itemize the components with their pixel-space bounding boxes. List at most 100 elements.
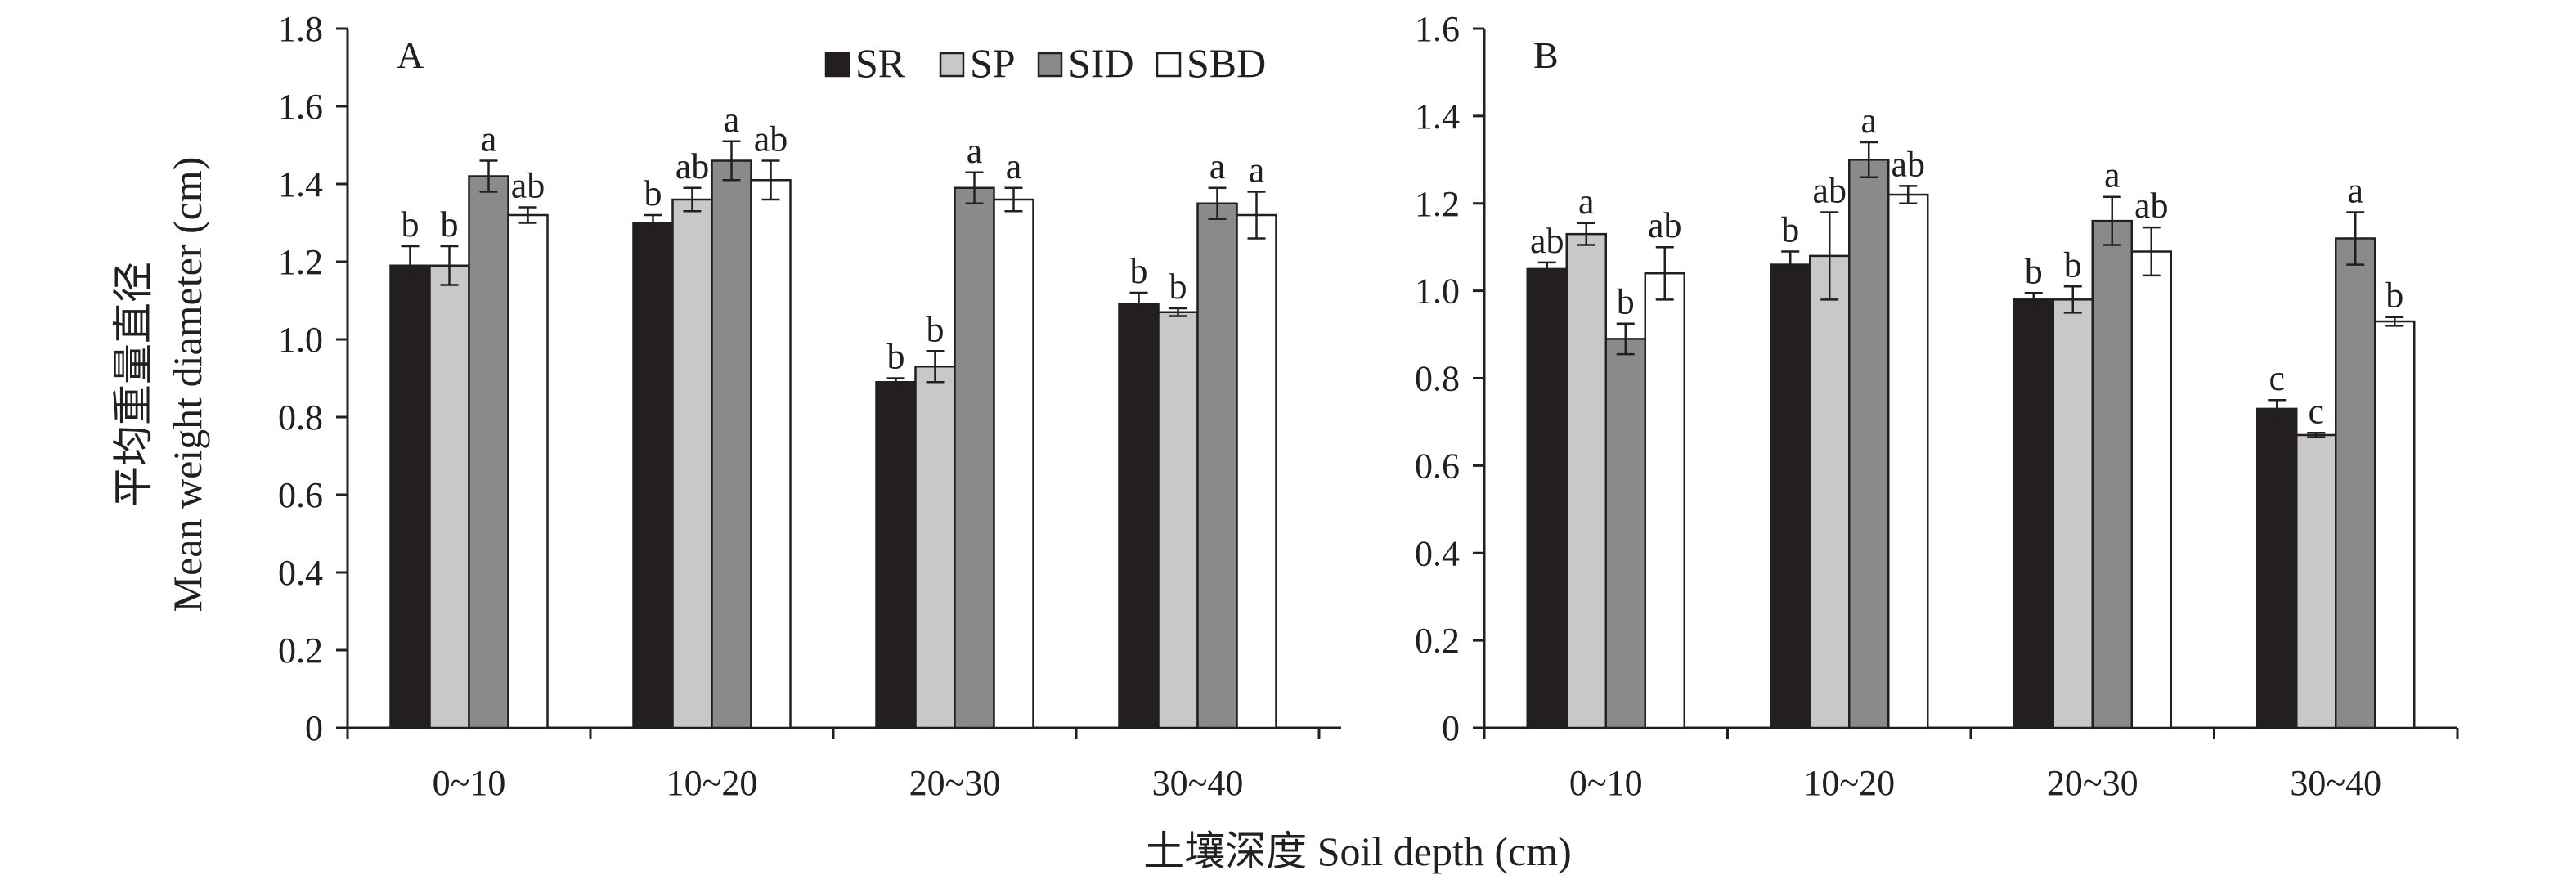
y-tick-label: 0.2: [278, 630, 323, 671]
x-tick-label: 30~40: [1152, 763, 1244, 803]
legend: SR SP SID SBD: [824, 40, 1266, 86]
legend-label-sid: SID: [1068, 40, 1134, 86]
y-tick-label: 1.8: [278, 9, 323, 49]
bar-sbd: [2374, 320, 2416, 729]
panel-label: A: [397, 34, 424, 76]
significance-label: a: [1209, 146, 1226, 186]
bar-sid: [2091, 219, 2133, 729]
bar-sp: [914, 366, 956, 729]
x-tick-label: 30~40: [2290, 763, 2381, 803]
bar-sid: [1604, 338, 1646, 729]
significance-label: b: [1169, 267, 1187, 307]
y-tick-label: 1.4: [278, 164, 323, 204]
significance-label: ab: [675, 146, 710, 186]
bar-sbd: [507, 213, 549, 729]
x-axis-title: 土壤深度 Soil depth (cm): [1143, 828, 1572, 874]
bar-sid: [711, 159, 752, 729]
x-tick-label: 0~10: [433, 763, 506, 803]
significance-label: a: [2347, 170, 2363, 210]
bar-sr: [1118, 303, 1160, 729]
significance-label: b: [2025, 251, 2043, 291]
y-tick-label: 0.6: [1415, 446, 1460, 486]
bar-sp: [1809, 254, 1851, 729]
chart-panel-b: 0 0.2 0.4 0.6 0.8 1.0 1.2 1.4 1.6 0~10 10~20 20~30 3…: [1415, 9, 2459, 803]
significance-label: a: [1860, 101, 1877, 141]
significance-label: b: [1617, 282, 1635, 322]
x-tick-label: 10~20: [1803, 763, 1895, 803]
panel-label: B: [1533, 34, 1559, 76]
significance-label: b: [1781, 210, 1799, 250]
bar-sbd: [1236, 213, 1277, 729]
significance-label: a: [1006, 146, 1022, 186]
significance-label: b: [1130, 251, 1148, 291]
y-axis-title-cn: 平均重量直径: [110, 262, 156, 507]
bar-sid: [1196, 202, 1238, 729]
significance-label: ab: [1812, 170, 1847, 210]
bar-sp: [2296, 433, 2337, 729]
bar-sid: [954, 186, 995, 729]
legend-label-sbd: SBD: [1187, 40, 1266, 86]
bar-sbd: [750, 179, 792, 729]
bar-sr: [2256, 407, 2298, 729]
significance-label: ab: [511, 166, 545, 206]
y-tick-label: 1.0: [1415, 271, 1460, 312]
y-tick-label: 1.6: [278, 87, 323, 127]
y-tick-label: 0.6: [278, 475, 323, 515]
y-tick-label: 0.4: [278, 553, 323, 593]
chart-panel-a: 0 0.2 0.4 0.6 0.8 1.0 1.2 1.4 1.6 1.8 0~10 10~20 20~…: [278, 9, 1341, 803]
bar-sbd: [993, 198, 1034, 729]
legend-swatch-sid: [1037, 52, 1063, 78]
bar-sp: [671, 198, 713, 729]
significance-label: ab: [1648, 205, 1682, 245]
significance-label: b: [887, 337, 905, 377]
significance-label: a: [724, 100, 740, 140]
legend-label-sp: SP: [970, 40, 1016, 86]
bar-sbd: [2130, 250, 2172, 729]
significance-label: b: [2385, 276, 2403, 316]
x-tick-label: 20~30: [2047, 763, 2138, 803]
y-tick-label: 0: [1442, 708, 1460, 748]
legend-label-sr: SR: [855, 40, 906, 86]
significance-label: ab: [2134, 186, 2169, 226]
bar-sr: [875, 381, 917, 729]
legend-swatch-sr: [824, 52, 850, 78]
bar-sbd: [1887, 193, 1929, 729]
y-tick-label: 0.8: [1415, 359, 1460, 399]
y-tick-label: 1.0: [278, 320, 323, 360]
significance-label: b: [644, 173, 662, 213]
significance-label: a: [2104, 155, 2120, 195]
significance-label: a: [1249, 150, 1265, 191]
significance-label: a: [1578, 182, 1595, 222]
y-tick-label: 0: [305, 708, 323, 748]
y-tick-label: 0.2: [1415, 621, 1460, 661]
significance-label: b: [402, 204, 420, 245]
bar-sr: [1526, 267, 1568, 729]
bar-sp: [1565, 232, 1607, 729]
y-tick-label: 1.2: [278, 242, 323, 282]
legend-swatch-sp: [939, 52, 965, 78]
significance-label: ab: [1891, 144, 1925, 184]
significance-label: ab: [1530, 221, 1564, 261]
legend-swatch-sbd: [1156, 52, 1182, 78]
x-tick-label: 0~10: [1569, 763, 1643, 803]
significance-label: b: [2064, 245, 2082, 285]
significance-label: a: [967, 131, 983, 171]
bar-sbd: [1644, 272, 1685, 729]
significance-label: c: [2308, 391, 2324, 431]
significance-label: ab: [754, 119, 788, 159]
bar-sp: [2052, 298, 2094, 729]
bar-sid: [468, 175, 509, 729]
significance-label: c: [2269, 358, 2285, 398]
y-tick-label: 0.8: [278, 397, 323, 438]
x-tick-label: 10~20: [666, 763, 758, 803]
significance-label: a: [481, 119, 497, 159]
bar-sr: [1770, 263, 1811, 729]
bar-sr: [389, 264, 431, 729]
y-tick-label: 1.4: [1415, 96, 1460, 137]
significance-label: b: [441, 204, 459, 245]
y-tick-label: 0.4: [1415, 533, 1460, 573]
significance-label: b: [927, 309, 945, 349]
bar-sid: [1848, 159, 1890, 729]
y-tick-label: 1.6: [1415, 9, 1460, 49]
